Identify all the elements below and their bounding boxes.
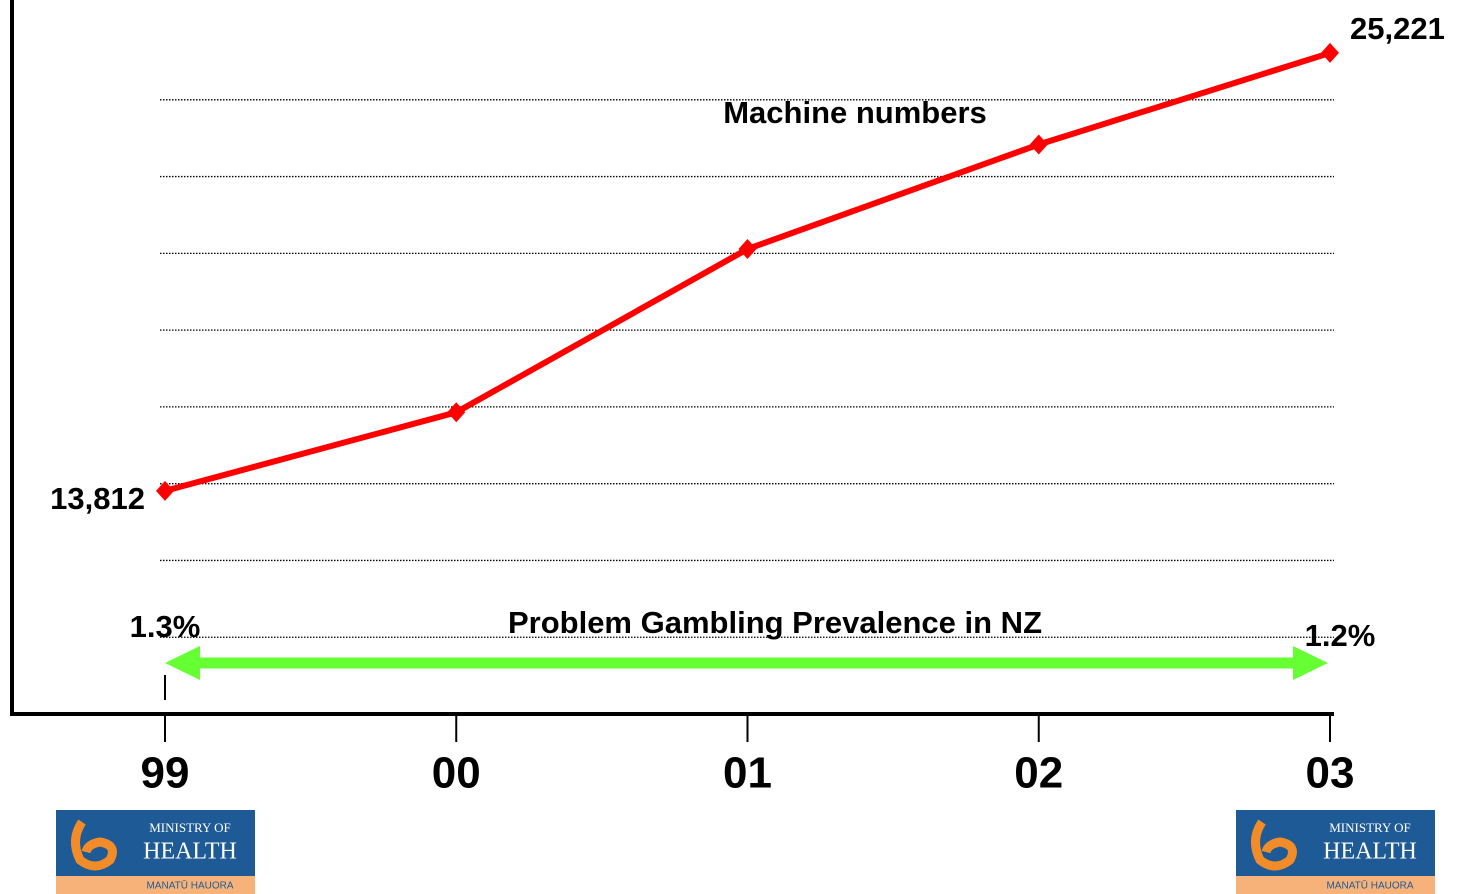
prevalence-end: 1.2% [1305,618,1376,653]
point [156,480,174,501]
point [1321,42,1339,63]
logo-icon [71,819,117,871]
logo-icon [1251,819,1297,871]
arrow-head [1293,646,1328,680]
prevalence-title: Problem Gambling Prevalence in NZ [508,605,1042,640]
data-label: 25,221 [1350,11,1445,46]
logo-text: MINISTRY OF [1329,820,1411,835]
logo-text: MINISTRY OF [149,820,231,835]
point [1029,134,1048,155]
data-label: 13,812 [50,481,145,516]
logo-text: MANATŪ HAUORA [146,880,233,892]
x-tick-label: 01 [723,749,772,798]
logo-text: HEALTH [1323,839,1417,865]
point [447,402,466,423]
x-tick-label: 03 [1306,749,1355,798]
logo-band [1236,876,1435,894]
logo-text: HEALTH [143,839,237,865]
logo-text: MANATŪ HAUORA [1326,880,1413,892]
logo-left: MINISTRY OF HEALTH MANATŪ HAUORA [56,810,255,894]
x-tick-label: 02 [1014,749,1063,798]
x-tick-label: 99 [141,749,190,798]
x-tick-label: 00 [432,749,481,798]
arrow-head [165,646,200,680]
logo-band [56,876,255,894]
logo-right: MINISTRY OF HEALTH MANATŪ HAUORA [1236,810,1435,894]
prevalence-start: 1.3% [130,609,201,644]
point [738,239,757,260]
series-label: Machine numbers [723,95,987,130]
